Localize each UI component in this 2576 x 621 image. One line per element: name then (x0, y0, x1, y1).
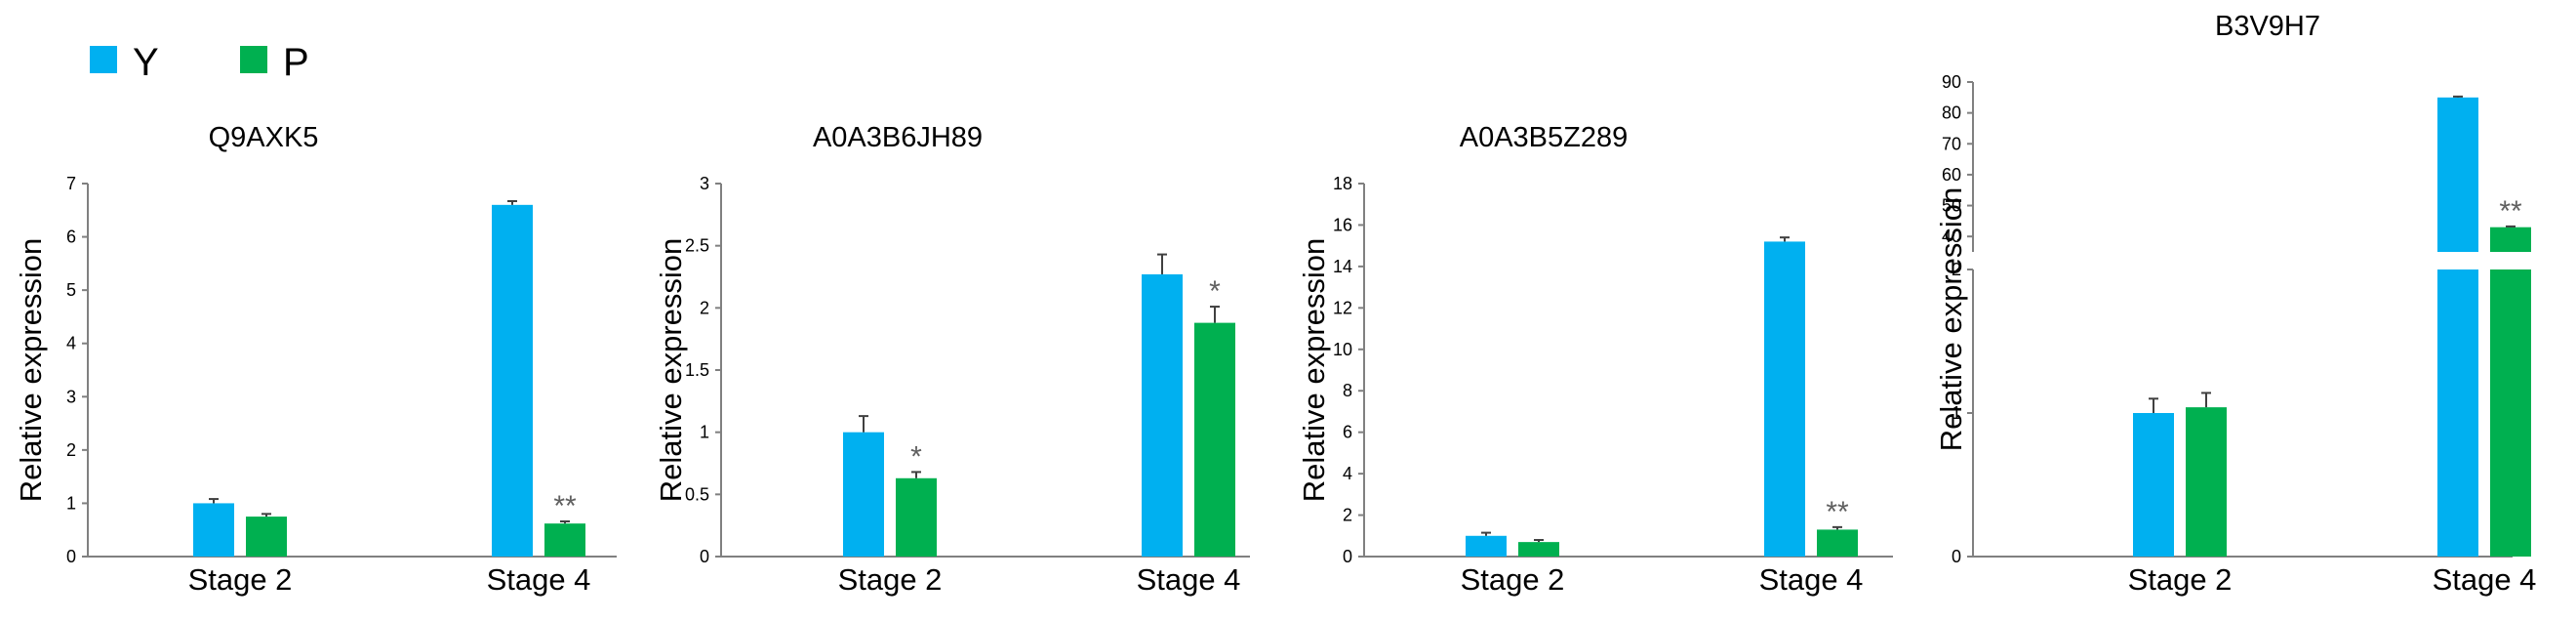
legend-swatch-p (240, 46, 267, 73)
chart-panel-1: Q9AXK5 Relative expression 0 1 2 3 4 5 6 7 Stage 2… (14, 122, 617, 597)
chart-panel-2: A0A3B6JH89 Relative expression 0 0.5 1 1.5 2 2.… (654, 122, 1250, 597)
x-tick-label: Stage 4 (1137, 562, 1241, 597)
y-tick-label: 1.5 (685, 360, 709, 380)
x-tick-label: Stage 4 (487, 562, 591, 597)
y-tick-label: 80 (1942, 104, 1961, 123)
bar-p-stage-2 (896, 477, 937, 557)
y-tick-label: 0 (1343, 547, 1352, 566)
y-tick-label: 0.5 (685, 484, 709, 504)
bar-y-stage-4 (1142, 273, 1183, 557)
chart-title: B3V9H7 (2215, 11, 2320, 42)
x-tick-label: Stage 2 (1461, 562, 1565, 597)
y-axis-label: Relative expression (1297, 238, 1331, 503)
y-tick-label: 8 (1343, 381, 1352, 400)
chart-title: A0A3B5Z289 (1460, 122, 1629, 153)
y-tick-label: 3 (700, 174, 709, 193)
bar-p-stage-4-lower (2490, 269, 2531, 557)
y-tick-label: 6 (1343, 423, 1352, 442)
x-tick-label: Stage 4 (2433, 562, 2537, 597)
bar-y-stage-2 (1466, 535, 1507, 557)
y-axis-label: Relative expression (654, 238, 688, 503)
y-tick-label: 2 (66, 440, 76, 460)
y-axis-label: Relative expression (1934, 187, 1968, 452)
y-tick-label: 2 (700, 298, 709, 317)
significance-marker: ** (553, 490, 577, 522)
y-tick-label: 4 (1343, 464, 1352, 483)
legend-swatch-y (90, 46, 117, 73)
bar-p-stage-4 (1817, 529, 1858, 557)
y-tick-label: 2 (1952, 260, 1961, 279)
chart-title: Q9AXK5 (209, 122, 319, 153)
y-tick-label: 12 (1333, 298, 1352, 317)
bar-p-stage-4 (1194, 322, 1235, 557)
bar-y-stage-2 (193, 503, 234, 557)
chart-panel-4: B3V9H7 Relative expression 0 1 2 40 50 60 70 80 90… (1934, 11, 2536, 597)
y-tick-label: 50 (1942, 196, 1961, 216)
bar-p-stage-2 (2186, 407, 2227, 557)
y-axis-label: Relative expression (14, 238, 48, 503)
bar-y-stage-4-lower (2437, 269, 2478, 557)
bar-p-stage-4 (544, 523, 585, 557)
bar-y-stage-4 (1764, 241, 1805, 557)
x-tick-label: Stage 4 (1759, 562, 1864, 597)
y-tick-label: 1 (700, 423, 709, 442)
y-tick-label: 6 (66, 228, 76, 247)
legend-label-y: Y (133, 41, 159, 84)
y-tick-label: 0 (700, 547, 709, 566)
x-tick-label: Stage 2 (838, 562, 943, 597)
y-tick-label: 4 (66, 334, 76, 353)
chart-title: A0A3B6JH89 (813, 122, 983, 153)
chart-panel-3: A0A3B5Z289 Relative expression 0 2 4 6 8 10 12 14… (1297, 122, 1893, 597)
bar-p-stage-4-upper (2490, 227, 2531, 252)
bar-p-stage-2 (246, 517, 287, 557)
bar-y-stage-2 (843, 432, 884, 557)
y-tick-label: 18 (1333, 174, 1352, 193)
bar-y-stage-4-upper (2437, 97, 2478, 253)
significance-marker: * (910, 440, 922, 473)
significance-marker: ** (1826, 496, 1849, 528)
significance-marker: * (1209, 275, 1221, 308)
y-tick-label: 2.5 (685, 236, 709, 256)
y-tick-label: 14 (1333, 257, 1352, 276)
y-tick-label: 90 (1942, 72, 1961, 92)
y-tick-label: 16 (1333, 215, 1352, 234)
bar-y-stage-4 (492, 204, 533, 558)
x-tick-label: Stage 2 (2128, 562, 2233, 597)
bar-p-stage-2 (1518, 542, 1559, 557)
y-tick-label: 2 (1343, 506, 1352, 525)
y-tick-label: 3 (66, 387, 76, 406)
y-tick-label: 60 (1942, 165, 1961, 185)
y-tick-label: 40 (1942, 227, 1961, 246)
y-tick-label: 70 (1942, 134, 1961, 153)
y-tick-label: 1 (66, 493, 76, 513)
y-tick-label: 7 (66, 174, 76, 193)
bar-y-stage-2 (2133, 413, 2174, 557)
y-tick-label: 1 (1952, 403, 1961, 423)
y-tick-label: 0 (1952, 547, 1961, 566)
y-tick-label: 5 (66, 280, 76, 300)
significance-marker: ** (2499, 195, 2522, 228)
y-tick-label: 10 (1333, 340, 1352, 359)
x-tick-label: Stage 2 (188, 562, 293, 597)
y-tick-label: 0 (66, 547, 76, 566)
legend-label-p: P (283, 41, 309, 84)
